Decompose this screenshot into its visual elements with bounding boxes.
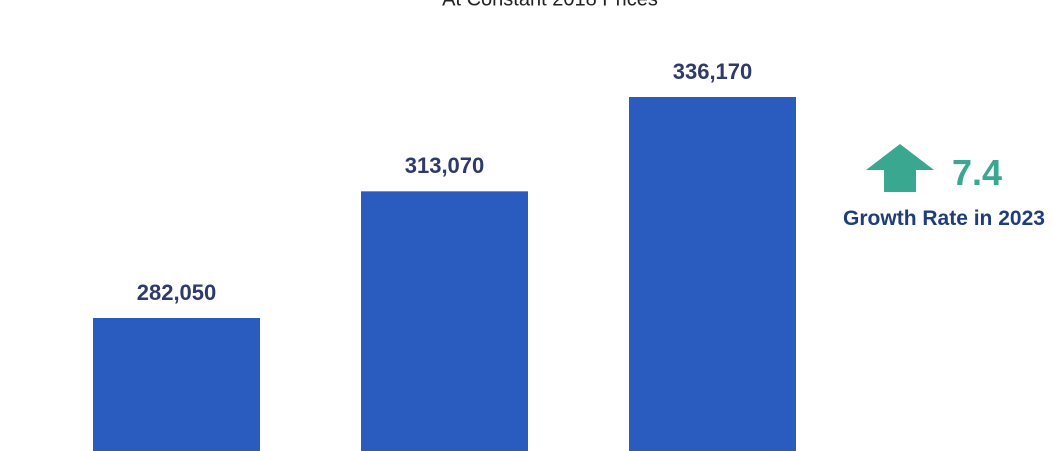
growth-arrow [866, 144, 934, 192]
bar [629, 97, 796, 451]
value-label: 313,070 [405, 153, 485, 178]
growth-label: Growth Rate in 2023 [843, 207, 1045, 230]
value-label: 282,050 [137, 280, 217, 305]
growth-value: 7.4 [952, 152, 1003, 193]
bar [361, 191, 528, 451]
value-label: 336,170 [673, 59, 753, 84]
chart-subtitle: At Constant 2018 Prices [442, 0, 658, 10]
bar [93, 318, 260, 451]
